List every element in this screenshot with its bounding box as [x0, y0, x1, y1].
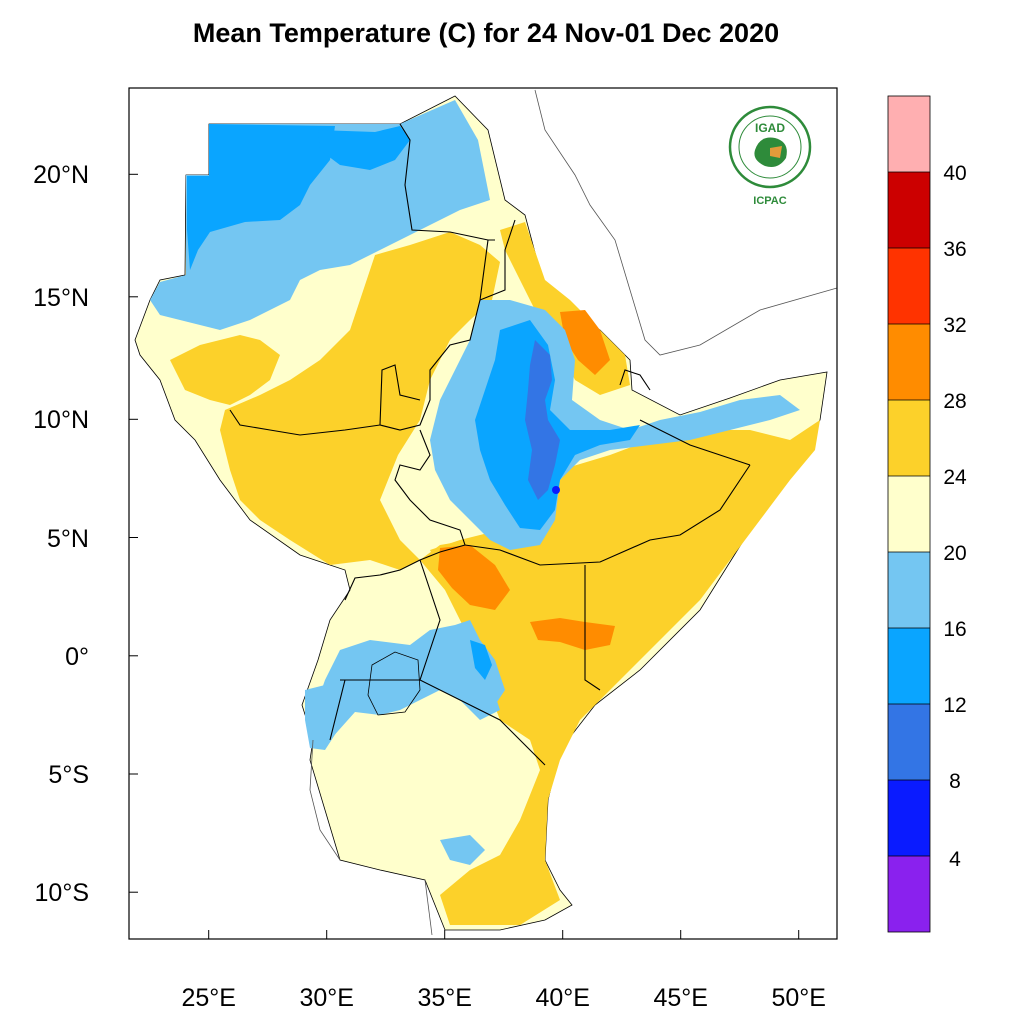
- y-tick-label: 5°S: [48, 761, 89, 789]
- y-tick-label: 10°N: [33, 406, 89, 434]
- x-axis: 25°E 30°E 35°E 40°E 45°E 50°E: [181, 984, 825, 1012]
- colorbar-label: 4: [949, 848, 961, 871]
- icpac-logo: IGAD ICPAC: [728, 105, 812, 207]
- logo-icpac-caption: ICPAC: [753, 195, 786, 207]
- zone-great-lakes-cool: [315, 625, 500, 740]
- zone-sudan-north-cold: [187, 124, 335, 270]
- colorbar-bin: [888, 248, 930, 324]
- colorbar-bin: [888, 856, 930, 932]
- colorbar-label: 28: [943, 390, 966, 413]
- colorbar-bin: [888, 628, 930, 704]
- zone-somalia-hot: [530, 618, 615, 650]
- logo-igad-text: IGAD: [755, 121, 785, 135]
- zone-ethiopia-highlands-colder: [525, 340, 560, 500]
- zone-ethiopia-highlands-cold: [475, 320, 640, 530]
- colorbar-bin: [888, 96, 930, 172]
- colorbar: 4 8 12 16 20 24 28 32 36 40: [887, 95, 967, 933]
- y-tick-label: 0°: [65, 643, 89, 671]
- x-tick-label: 35°E: [417, 984, 471, 1012]
- colorbar-bin: [888, 704, 930, 780]
- zone-turkana-hot: [438, 545, 510, 610]
- y-tick-label: 15°N: [33, 284, 89, 312]
- y-tick-label: 20°N: [33, 161, 89, 189]
- zone-sudan-east-cold: [318, 126, 410, 170]
- map-title: Mean Temperature (C) for 24 Nov-01 Dec 2…: [192, 18, 780, 48]
- colorbar-bin: [888, 476, 930, 552]
- y-axis: 20°N 15°N 10°N 5°N 0° 5°S 10°S: [33, 161, 89, 907]
- x-tick-label: 50°E: [771, 984, 825, 1012]
- colorbar-bin: [888, 552, 930, 628]
- colorbar-bin: [888, 780, 930, 856]
- colorbar-label: 16: [943, 618, 966, 641]
- colorbar-bin: [888, 400, 930, 476]
- colorbar-label: 12: [943, 694, 966, 717]
- colorbar-bin: [888, 172, 930, 248]
- x-tick-label: 45°E: [653, 984, 707, 1012]
- y-tick-label: 10°S: [35, 879, 89, 907]
- colorbar-label: 24: [943, 466, 967, 489]
- colorbar-label: 20: [943, 542, 966, 565]
- country-borders: [229, 123, 751, 766]
- colorbar-label: 40: [943, 162, 966, 185]
- zone-coldest-point: [552, 486, 560, 494]
- x-tick-label: 25°E: [181, 984, 235, 1012]
- map-border: [128, 87, 838, 940]
- colorbar-label: 36: [943, 238, 966, 261]
- x-tick-label: 40°E: [535, 984, 589, 1012]
- zone-tanzania-south-cool: [440, 835, 485, 865]
- y-tick-label: 5°N: [47, 525, 89, 553]
- temperature-field: [134, 95, 828, 931]
- zone-sudan-west-warm: [170, 335, 280, 405]
- lake-victoria: [367, 651, 421, 716]
- zone-kilimanjaro-cold: [470, 640, 492, 680]
- neighbour-coastlines: [309, 89, 838, 936]
- x-tick-label: 30°E: [299, 984, 353, 1012]
- zone-danakil-hot: [560, 310, 610, 375]
- colorbar-label: 32: [943, 314, 966, 337]
- colorbar-label: 8: [949, 770, 961, 793]
- axis-ticks: [129, 173, 800, 939]
- zone-sudan-warm: [220, 232, 500, 570]
- colorbar-bin: [888, 324, 930, 400]
